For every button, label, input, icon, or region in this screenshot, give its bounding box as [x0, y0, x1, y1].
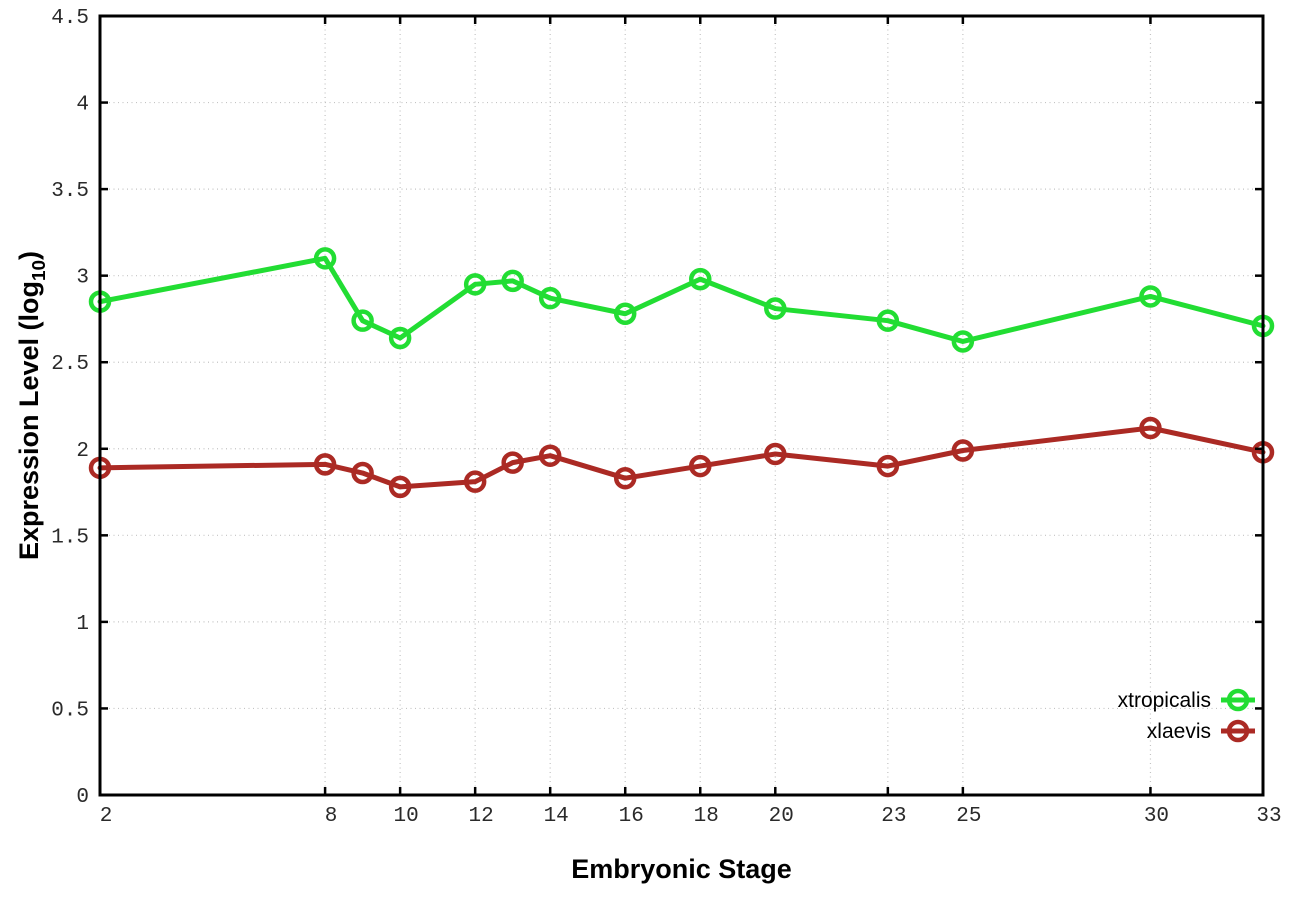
- x-tick-label-10: 10: [394, 805, 419, 828]
- series-point-xlaevis-stage-9: [351, 461, 374, 485]
- x-tick-label-2: 2: [100, 805, 113, 828]
- legend-label-xlaevis: xlaevis: [1147, 720, 1211, 743]
- x-tick-label-8: 8: [325, 805, 338, 828]
- series-point-xlaevis-stage-18: [689, 454, 712, 478]
- series-point-xtropicalis-stage-16: [613, 302, 637, 326]
- series-point-xtropicalis-stage-10: [388, 326, 412, 350]
- legend-label-xtropicalis: xtropicalis: [1118, 689, 1211, 712]
- x-tick-label-30: 30: [1144, 805, 1169, 828]
- y-tick-label-4: 4: [76, 94, 89, 117]
- x-axis-title: Embryonic Stage: [571, 854, 792, 884]
- y-tick-label-0.5: 0.5: [51, 699, 89, 722]
- series-point-xlaevis-stage-16: [613, 466, 637, 490]
- y-tick-label-0: 0: [76, 786, 89, 809]
- gridlines: [100, 16, 1263, 795]
- series-point-xlaevis-stage-13: [501, 451, 524, 474]
- x-tick-label-20: 20: [769, 805, 794, 828]
- series-point-xtropicalis-stage-30: [1139, 285, 1162, 308]
- y-tick-label-2: 2: [76, 440, 89, 463]
- series-point-xtropicalis-stage-12: [463, 273, 487, 296]
- data-series: [88, 247, 1275, 499]
- series-point-xtropicalis-stage-8: [313, 247, 337, 270]
- series-point-xlaevis-stage-12: [463, 470, 487, 493]
- y-axis-title: Expression Level (log10): [14, 251, 50, 560]
- y-tick-label-3: 3: [76, 267, 89, 290]
- series-point-xlaevis-stage-23: [876, 454, 900, 478]
- series-point-xtropicalis-stage-14: [538, 286, 562, 310]
- series-line-xtropicalis: [97, 255, 1266, 344]
- x-tick-label-23: 23: [881, 805, 906, 828]
- x-tick-label-16: 16: [619, 805, 644, 828]
- y-tick-label-2.5: 2.5: [51, 353, 89, 376]
- plot-border: [98, 14, 1265, 797]
- series-point-xlaevis-stage-10: [388, 475, 412, 499]
- series-point-xlaevis-stage-14: [538, 444, 562, 467]
- series-point-xtropicalis-stage-20: [764, 297, 787, 320]
- legend-entry-xlaevis: xlaevis: [1147, 719, 1255, 743]
- x-tick-label-12: 12: [469, 805, 494, 828]
- series-point-xtropicalis-stage-9: [351, 309, 374, 332]
- legend-sample-marker-xtropicalis: [1226, 688, 1250, 712]
- x-tick-label-14: 14: [544, 805, 569, 828]
- series-point-xtropicalis-stage-23: [876, 309, 900, 332]
- tick-labels: 2 8 10 12 14 16 18 20 23 25 30 33 0 0.5 1 1.5 2 2.5 3 3.5 4 4…: [51, 7, 1281, 828]
- legend-sample-marker-xlaevis: [1226, 719, 1250, 743]
- plot-border-box: [98, 14, 1265, 797]
- legend: xtropicalis xlaevis: [1118, 688, 1255, 743]
- series-point-xlaevis-stage-8: [313, 453, 337, 476]
- y-tick-label-1.5: 1.5: [51, 526, 89, 549]
- x-tick-label-18: 18: [694, 805, 719, 828]
- y-tick-label-1: 1: [76, 613, 89, 636]
- series-line-xlaevis: [97, 425, 1266, 490]
- x-tick-label-25: 25: [956, 805, 981, 828]
- series-point-xlaevis-stage-25: [951, 439, 975, 462]
- series-point-xtropicalis-stage-18: [689, 267, 712, 291]
- series-point-xtropicalis-stage-25: [951, 330, 975, 353]
- series-point-xtropicalis-stage-13: [501, 269, 524, 293]
- series-point-xlaevis-stage-20: [764, 442, 787, 466]
- x-tick-label-33: 33: [1256, 805, 1281, 828]
- y-tick-label-4.5: 4.5: [51, 7, 89, 30]
- y-tick-label-3.5: 3.5: [51, 180, 89, 203]
- series-point-xlaevis-stage-30: [1139, 416, 1162, 440]
- legend-entry-xtropicalis: xtropicalis: [1118, 688, 1255, 712]
